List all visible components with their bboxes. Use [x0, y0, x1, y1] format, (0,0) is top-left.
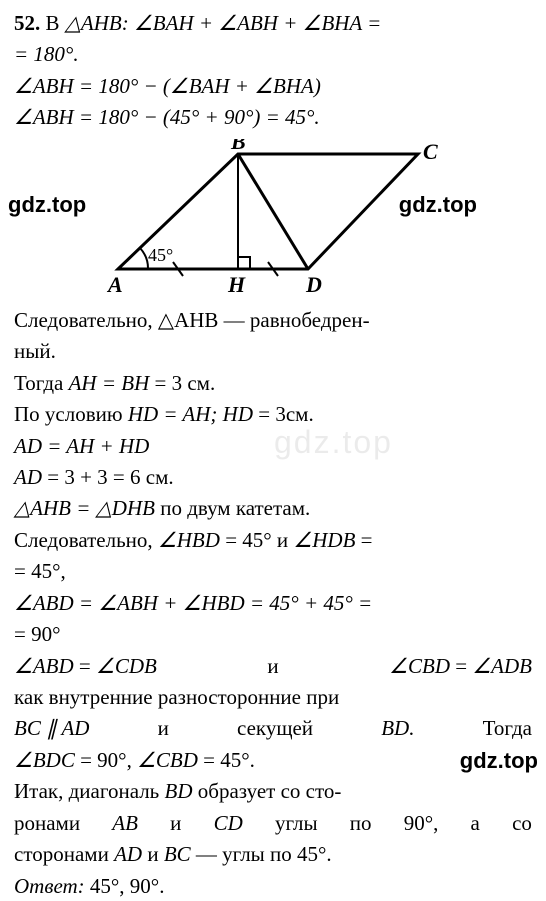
line-8: По условию HD = AH; HD = 3см.	[14, 399, 532, 429]
label-D: D	[305, 272, 322, 297]
line-4: ∠ABH = 180° − (45° + 90°) = 45°.	[14, 102, 532, 132]
line-12: Следовательно, ∠HBD = 45° и ∠HDB =	[14, 525, 532, 555]
problem-number: 52.	[14, 11, 40, 35]
watermark-2: gdz.top	[399, 189, 477, 221]
line-20: Итак, диагональ BD образует со сто-	[14, 776, 532, 806]
line-11: △AHB = △DHB по двум катетам.	[14, 493, 532, 523]
line-2: = 180°.	[14, 39, 532, 69]
line-5: Следовательно, △AHB — равнобедрен-	[14, 305, 532, 335]
line-13: = 45°,	[14, 556, 532, 586]
line-14: ∠ABD = ∠ABH + ∠HBD = 45° + 45° =	[14, 588, 532, 618]
line-7: Тогда AH = BH = 3 см.	[14, 368, 532, 398]
line-16: ∠ABD = ∠CDBи∠CBD = ∠ADB	[14, 651, 532, 681]
line-9: AD = AH + HD	[14, 431, 532, 461]
answer: Ответ: 45°, 90°.	[14, 871, 532, 901]
label-C: C	[423, 139, 438, 164]
watermark-row: gdz.top AD = AH + HD	[14, 431, 532, 461]
angle-arc	[140, 248, 148, 269]
line-15: = 90°	[14, 619, 532, 649]
line-3: ∠ABH = 180° − (∠BAH + ∠BHA)	[14, 71, 532, 101]
line-18: BC ∥ ADисекущейBD.Тогда	[14, 713, 532, 743]
line-1: 52. В △AHB: ∠BAH + ∠ABH + ∠BHA =	[14, 8, 532, 38]
angle-label: 45°	[148, 245, 173, 265]
watermark-light: gdz.top	[274, 419, 393, 465]
line-19: ∠BDC = 90°, ∠CBD = 45°.	[14, 745, 532, 775]
label-H: H	[227, 272, 246, 297]
line-22: сторонами AD и BC — углы по 45°.	[14, 839, 532, 869]
line-10: AD = 3 + 3 = 6 см.	[14, 462, 532, 492]
watermark-row-2: gdz.top ∠BDC = 90°, ∠CBD = 45°.	[14, 745, 532, 775]
line1-text-b: △AHB: ∠BAH + ∠ABH + ∠BHA =	[65, 11, 382, 35]
label-A: A	[106, 272, 123, 297]
line-17: как внутренние разносторонние при	[14, 682, 532, 712]
line-21: ронамиABиCDуглыпо90°,асо	[14, 808, 532, 838]
label-B: B	[230, 139, 246, 154]
diagram-container: gdz.top gdz.top 45° A B C D H	[14, 139, 532, 299]
diagonal-bd	[238, 154, 308, 269]
right-angle-marker	[238, 257, 250, 269]
line-6: ный.	[14, 336, 532, 366]
line1-text-a: В	[46, 11, 65, 35]
watermark-1: gdz.top	[8, 189, 86, 221]
watermark-3: gdz.top	[460, 745, 538, 777]
